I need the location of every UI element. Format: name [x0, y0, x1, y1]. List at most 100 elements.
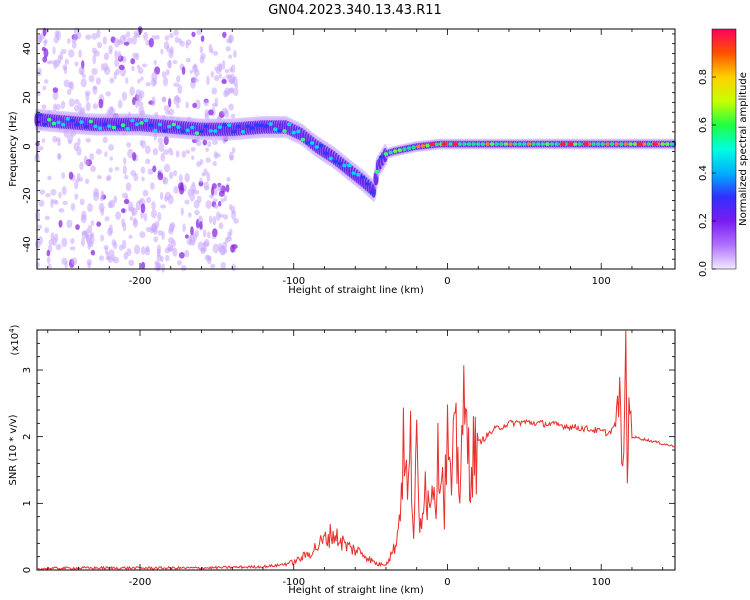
ridge-core — [323, 151, 329, 156]
spectrogram-noise — [143, 212, 148, 222]
spectrogram-noise — [44, 227, 50, 234]
spectrogram-noise — [74, 181, 79, 190]
spectrogram-noise — [55, 243, 62, 251]
spectrogram-noise — [200, 35, 205, 43]
spectrogram-noise — [52, 135, 58, 143]
ridge-core — [203, 124, 209, 128]
spectrogram-noise — [234, 83, 239, 89]
x-tick-label: 100 — [592, 577, 611, 588]
spectrogram-noise — [109, 105, 114, 112]
spectrogram-noise — [197, 241, 204, 251]
ridge-core — [199, 129, 204, 134]
spectrogram-noise — [106, 174, 112, 181]
spectrogram-noise — [228, 228, 233, 236]
ridge-core — [47, 117, 52, 122]
spectrogram-noise — [201, 172, 206, 177]
ridge-core — [231, 129, 236, 134]
spectrogram-noise — [204, 109, 209, 118]
spectrogram-noise — [108, 50, 113, 55]
spectrogram-noise — [229, 204, 233, 211]
spectrogram-noise — [170, 222, 176, 230]
spectrogram-noise — [159, 191, 164, 200]
ridge-core — [65, 117, 70, 121]
ridge-core — [254, 123, 260, 127]
ridge-hotspot — [567, 142, 574, 147]
spectrogram-noise — [168, 171, 174, 180]
spectrogram-noise — [213, 203, 219, 209]
spectrogram-noise — [206, 172, 211, 183]
spectrogram-noise — [68, 98, 75, 107]
spectrogram-noise — [141, 63, 148, 68]
x-tick-label: 0 — [444, 577, 450, 588]
spectrogram-noise — [50, 188, 57, 196]
ridge-core — [102, 122, 107, 127]
spectrogram-noise — [140, 261, 146, 270]
ridge-core — [286, 122, 292, 127]
spectrogram-noise — [131, 151, 137, 161]
spectrogram-noise — [133, 217, 137, 225]
ridge-core — [466, 142, 472, 146]
spectrogram-noise — [157, 230, 164, 236]
ridge-core — [60, 122, 66, 127]
spectrogram-noise — [186, 238, 192, 246]
spectrogram-noise — [163, 41, 170, 50]
spectrogram-noise — [121, 91, 128, 101]
ridge-core — [591, 142, 596, 146]
ridge-core — [273, 127, 278, 131]
spectrogram-noise — [227, 87, 235, 94]
spectrogram-x-ticks: -200 -100 0 100 — [47, 29, 664, 287]
ridge-core — [669, 142, 675, 146]
spectrogram-noise — [121, 239, 127, 250]
spectrogram-noise — [226, 177, 231, 182]
spectrogram-noise — [107, 255, 114, 264]
spectrogram-noise — [174, 94, 180, 103]
spectrogram-noise — [41, 104, 47, 110]
spectrogram-noise — [67, 38, 71, 44]
spectrogram-noise — [164, 35, 170, 41]
spectrogram-noise — [43, 79, 49, 84]
ridge-core — [259, 123, 264, 128]
ridge-core — [79, 120, 84, 124]
x-tick-label: 100 — [592, 276, 611, 287]
ridge-core — [512, 142, 518, 146]
spectrogram-noise — [114, 58, 120, 68]
spectrogram-noise — [85, 92, 90, 102]
spectrogram-noise — [230, 64, 236, 73]
ridge-core — [595, 142, 601, 146]
spectrogram-noise — [221, 79, 227, 85]
spectrogram-noise — [104, 216, 110, 222]
spectrogram-noise — [60, 100, 66, 110]
spectrogram-noise — [153, 59, 157, 66]
spectrogram-noise — [137, 78, 141, 84]
spectrogram-noise — [55, 103, 61, 111]
spectrogram-noise — [41, 138, 46, 143]
spectrogram-noise — [218, 200, 222, 207]
spectrogram-noise — [153, 236, 159, 243]
spectrogram-noise — [139, 139, 144, 146]
ridge-core — [549, 142, 555, 146]
spectrogram-noise — [156, 265, 161, 272]
snr-x-ticks: -200 -100 0 100 — [47, 330, 664, 588]
spectrogram-noise — [182, 223, 186, 233]
ridge-core — [411, 145, 416, 150]
ridge-core — [577, 142, 582, 146]
x-tick-label: -200 — [129, 577, 152, 588]
spectrogram-noise — [85, 34, 92, 40]
ridge-core — [522, 142, 527, 146]
spectrogram-noise — [117, 99, 123, 109]
spectrogram-noise — [177, 84, 183, 95]
spectrogram-noise — [122, 165, 127, 175]
ridge-core — [222, 123, 227, 127]
spectrogram-noise — [161, 263, 166, 273]
ridge-core — [383, 152, 389, 156]
ridge-core — [111, 125, 117, 130]
spectrogram-noise — [43, 39, 48, 44]
spectrogram-noise — [150, 182, 155, 190]
ridge-core — [333, 159, 338, 164]
ridge-core — [434, 142, 439, 147]
spectrogram-noise — [157, 211, 162, 222]
x-tick-label: -100 — [282, 276, 305, 287]
ridge-core — [148, 123, 153, 128]
ridge-core — [37, 113, 43, 117]
